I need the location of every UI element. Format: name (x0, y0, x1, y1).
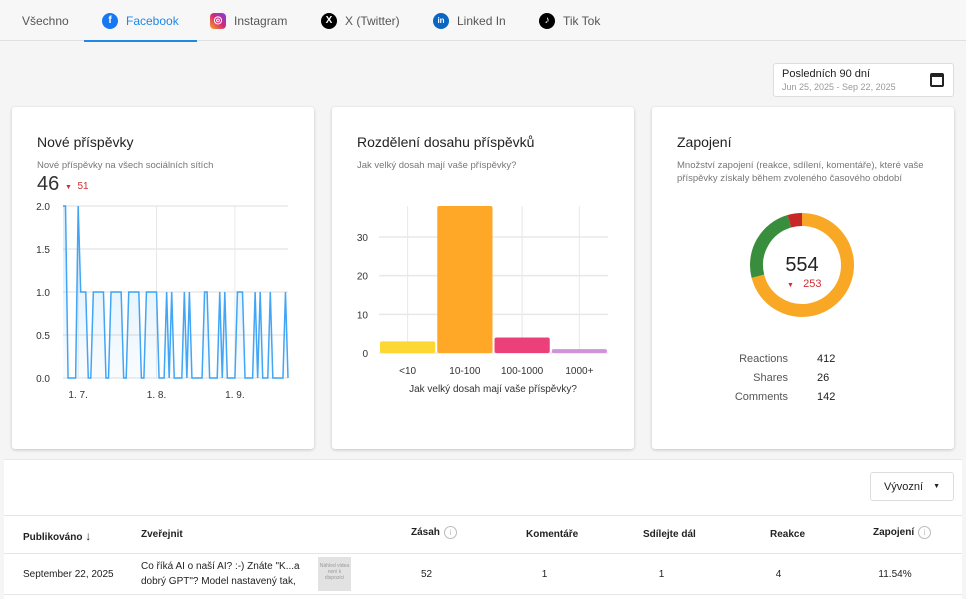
posts-table-panel: Vývozní ▼ Publikováno ↓ Zveřejnit Zásah i … (4, 459, 962, 599)
tab-label: X (Twitter) (345, 13, 400, 28)
delta-value: 51 (77, 181, 89, 192)
y-tick-label: 1.5 (36, 245, 50, 256)
export-button[interactable]: Vývozní ▼ (870, 472, 954, 501)
arrow-down-icon: ▼ (787, 282, 794, 289)
cell-post[interactable]: Co říká AI o naší AI? :-) Znáte "K...a d… (141, 561, 300, 587)
y-tick-label: 2.0 (36, 202, 50, 213)
info-icon[interactable]: i (443, 526, 457, 539)
donut-slice (751, 213, 854, 317)
post-thumbnail: Náhled videa není k dispozici (318, 557, 351, 591)
caret-down-icon: ▼ (933, 483, 941, 490)
x-tick-label: 100-1000 (501, 366, 544, 377)
date-range-picker[interactable]: Posledních 90 dní Jun 25, 2025 - Sep 22,… (773, 63, 954, 97)
instagram-icon: ◎ (210, 12, 226, 29)
tab-label: Tik Tok (563, 13, 601, 28)
tab-label: Facebook (126, 13, 179, 28)
bar (494, 337, 550, 353)
cell-shares: 1 (658, 569, 665, 580)
col-engagement: Zapojení i (873, 526, 932, 539)
date-range-label: Posledních 90 dní (782, 68, 871, 80)
platform-tabs: Všechno f Facebook ◎ Instagram X X (Twitter… (0, 0, 966, 42)
tab-facebook[interactable]: f Facebook (84, 0, 197, 42)
posts-count: 46 (37, 173, 60, 195)
tab-linkedin[interactable]: in Linked In (433, 0, 506, 41)
x-tick-label: 1. 9. (225, 390, 244, 401)
x-icon: X (321, 12, 337, 29)
header-label: Zásah (411, 527, 440, 539)
legend-value: 412 (817, 353, 836, 365)
charts-layer: 0.0 0.5 1.0 1.5 2.0 1. 7. 1. 8. 1. 9. 0 10 20 30 <10… (36, 202, 854, 401)
tiktok-icon: ♪ (539, 12, 555, 29)
card-subtitle: Množství zapojení (reakce, sdílení, kome… (677, 160, 924, 184)
y-tick-label: 0.5 (36, 331, 50, 342)
cell-published: September 22, 2025 (23, 569, 114, 580)
tab-label: Linked In (457, 13, 506, 28)
x-axis-label: Jak velký dosah mají vaše příspěvky? (409, 384, 577, 395)
tab-label: Instagram (234, 13, 288, 28)
cell-reactions: 4 (775, 569, 782, 580)
cell-engagement: 11.54% (878, 569, 912, 580)
header-label: Zapojení (873, 527, 915, 539)
card-subtitle: Nové příspěvky na všech sociálních sítíc… (37, 160, 214, 171)
posts-delta: ▼ 51 (65, 181, 89, 192)
arrow-down-icon: ▼ (65, 184, 72, 191)
series-line (63, 205, 289, 379)
legend-label: Comments (734, 391, 788, 403)
cell-reach: 52 (420, 569, 433, 580)
donut-slice (750, 215, 792, 278)
legend-label: Reactions (739, 353, 788, 365)
info-icon[interactable]: i (918, 526, 932, 539)
tab-instagram[interactable]: ◎ Instagram (210, 0, 287, 41)
card-subtitle: Jak velký dosah mají vaše příspěvky? (357, 160, 517, 171)
col-comments: Komentáře (526, 529, 579, 540)
y-tick-label: 30 (357, 233, 369, 244)
engagement-delta: ▼ 253 (787, 278, 821, 290)
linkedin-icon: in (433, 12, 449, 29)
engagement-card: Zapojení Množství zapojení (reakce, sdíl… (652, 107, 954, 449)
y-tick-label: 0 (362, 349, 368, 360)
bar (380, 341, 436, 353)
donut-slice (787, 213, 803, 228)
y-tick-label: 10 (357, 310, 369, 321)
col-reactions: Reakce (770, 529, 806, 540)
tab-label: Všechno (22, 13, 69, 28)
delta-value: 253 (803, 278, 822, 290)
y-tick-label: 0.0 (36, 374, 50, 385)
tab-all[interactable]: Všechno (22, 0, 69, 41)
x-tick-label: 1000+ (565, 366, 593, 377)
legend-value: 26 (817, 372, 830, 384)
y-tick-label: 20 (357, 272, 369, 283)
col-published[interactable]: Publikováno ↓ (23, 529, 91, 543)
card-title: Nové příspěvky (37, 134, 134, 150)
area-fill (63, 206, 288, 378)
legend-label: Shares (753, 372, 788, 384)
calendar-icon (930, 73, 944, 87)
col-shares: Sdílejte dál (643, 529, 696, 540)
header-label: Publikováno (23, 532, 83, 543)
col-post: Zveřejnit (141, 529, 183, 540)
bar (551, 349, 607, 353)
x-tick-label: <10 (399, 366, 416, 377)
y-tick-label: 1.0 (36, 288, 50, 299)
bar (437, 206, 493, 353)
sort-down-icon: ↓ (85, 529, 92, 543)
export-label: Vývozní (883, 480, 924, 493)
cell-comments: 1 (541, 569, 548, 580)
card-title: Zapojení (677, 134, 732, 150)
date-range-dates: Jun 25, 2025 - Sep 22, 2025 (782, 82, 896, 92)
tab-tiktok[interactable]: ♪ Tik Tok (539, 0, 600, 41)
facebook-icon: f (102, 12, 118, 29)
new-posts-card: Nové příspěvky Nové příspěvky na všech s… (12, 107, 314, 449)
x-tick-label: 1. 8. (147, 390, 166, 401)
col-reach: Zásah i (411, 526, 457, 539)
legend-value: 142 (817, 391, 836, 403)
x-tick-label: 1. 7. (68, 390, 87, 401)
x-tick-label: 10-100 (449, 366, 481, 377)
card-title: Rozdělení dosahu příspěvků (357, 134, 535, 150)
engagement-total: 554 (785, 254, 819, 276)
tab-x-twitter[interactable]: X X (Twitter) (321, 0, 400, 41)
